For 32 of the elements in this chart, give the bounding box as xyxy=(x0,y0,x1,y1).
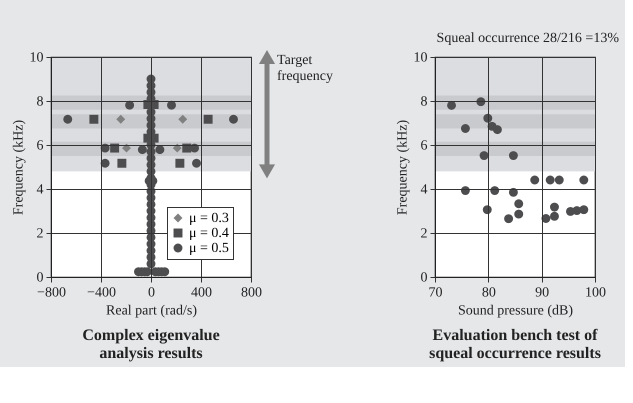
x-axis-title: Real part (rad/s) xyxy=(106,304,198,318)
text: Squeal occurrence 28/216 =13% xyxy=(436,31,620,46)
y-tick-label: 4 xyxy=(36,182,44,198)
text: Complex eigenvalue analysis results xyxy=(82,327,220,362)
text: Target frequency xyxy=(277,53,333,84)
y-tick-label: 0 xyxy=(36,270,44,286)
y-tick-label: 0 xyxy=(420,270,428,286)
x-tick-label: 90 xyxy=(535,286,550,300)
y-tick-label: 10 xyxy=(414,50,428,66)
x-tick-label: 100 xyxy=(585,286,606,300)
x-tick-label: 400 xyxy=(191,286,212,300)
legend-label: μ = 0.3 xyxy=(189,211,229,226)
x-axis-title: Sound pressure (dB) xyxy=(458,304,574,318)
x-tick-label: 0 xyxy=(148,286,155,300)
y-axis-title: Frequency (kHz) xyxy=(12,120,26,216)
x-tick-label: 80 xyxy=(482,286,496,300)
y-tick-label: 2 xyxy=(36,226,44,242)
y-tick-label: 6 xyxy=(420,138,428,154)
y-tick-label: 2 xyxy=(420,226,428,242)
y-tick-label: 8 xyxy=(420,94,428,110)
x-tick-label: 70 xyxy=(428,286,442,300)
x-tick-label: −800 xyxy=(37,286,66,300)
y-axis-title: Frequency (kHz) xyxy=(396,120,410,216)
y-tick-label: 4 xyxy=(420,182,428,198)
legend-label: μ = 0.5 xyxy=(189,241,229,256)
y-tick-label: 8 xyxy=(36,94,44,110)
text: Evaluation bench test of squeal occurrence results xyxy=(429,327,601,362)
y-tick-label: 10 xyxy=(30,50,44,66)
x-tick-label: 800 xyxy=(241,286,262,300)
x-tick-label: −400 xyxy=(87,286,116,300)
y-tick-label: 6 xyxy=(36,138,44,154)
legend-label: μ = 0.4 xyxy=(189,226,229,241)
